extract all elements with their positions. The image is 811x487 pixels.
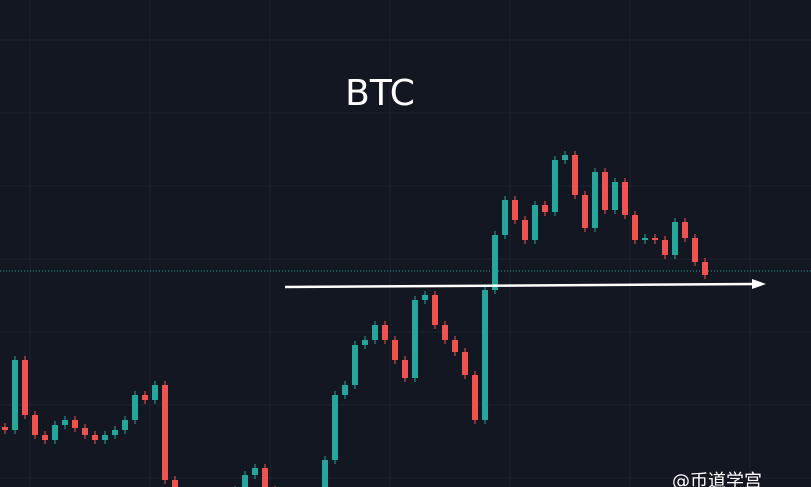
candle-body (12, 360, 18, 430)
candle-body (632, 215, 638, 240)
candle-body (242, 475, 248, 487)
candle-body (22, 360, 28, 415)
candle-body (612, 182, 618, 210)
candle-body (402, 360, 408, 378)
candle-body (142, 395, 148, 400)
candle-body (172, 480, 178, 487)
candle-body (262, 468, 268, 487)
candle-body (552, 160, 558, 212)
candle-body (32, 415, 38, 435)
candle-body (442, 325, 448, 340)
candle-body (82, 428, 88, 435)
candle-body (322, 460, 328, 487)
candle-body (342, 385, 348, 395)
candle-body (112, 430, 118, 435)
candle-body (522, 220, 528, 240)
candle-body (362, 340, 368, 345)
candle-body (132, 395, 138, 420)
candles (2, 151, 708, 487)
candle-body (582, 195, 588, 228)
candle-body (562, 155, 568, 160)
candle-body (42, 435, 48, 440)
candle-body (462, 352, 468, 375)
candle-body (622, 182, 628, 215)
candle-body (642, 238, 648, 240)
candle-body (2, 427, 8, 430)
candle-body (572, 155, 578, 195)
candle-body (542, 205, 548, 212)
watermark: @币道学宫 (672, 471, 762, 487)
candle-body (352, 345, 358, 385)
candle-body (472, 375, 478, 420)
candle-body (252, 468, 258, 475)
candle-body (702, 262, 708, 275)
candle-body (652, 238, 658, 240)
candle-body (422, 295, 428, 300)
candle-body (62, 420, 68, 425)
candle-body (682, 222, 688, 238)
candle-body (52, 425, 58, 440)
candle-body (392, 340, 398, 360)
candle-body (122, 420, 128, 430)
candle-body (92, 435, 98, 440)
chart-title: BTC (345, 73, 415, 114)
candle-body (452, 340, 458, 352)
candle-body (512, 200, 518, 220)
candle-body (672, 222, 678, 255)
candle-body (492, 235, 498, 290)
candle-body (592, 172, 598, 228)
candle-body (602, 172, 608, 210)
candle-body (532, 205, 538, 240)
candle-body (382, 325, 388, 340)
arrow (284, 279, 766, 289)
candle-body (412, 300, 418, 378)
candle-body (692, 238, 698, 262)
candle-body (432, 295, 438, 325)
candle-body (332, 395, 338, 460)
candle-body (502, 200, 508, 235)
candle-body (162, 385, 168, 480)
candle-body (72, 420, 78, 428)
candle-body (662, 240, 668, 255)
candle-body (482, 290, 488, 420)
candle-body (102, 435, 108, 440)
candle-body (152, 385, 158, 400)
candle-body (372, 325, 378, 340)
